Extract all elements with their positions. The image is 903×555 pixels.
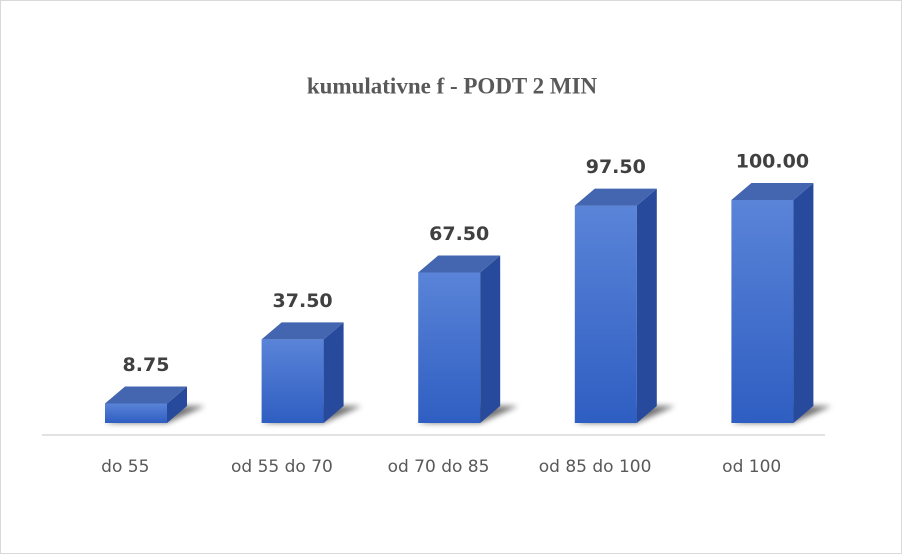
chart-title: kumulativne f - PODT 2 MIN	[307, 73, 598, 98]
bar-top	[261, 322, 344, 340]
x-tick-label: od 100	[722, 457, 781, 477]
bar-top	[574, 188, 657, 206]
value-label: 97.50	[586, 156, 646, 178]
bar-front	[418, 272, 481, 423]
bar-front	[261, 339, 324, 423]
bar-front	[574, 205, 637, 423]
bar-side	[323, 322, 344, 423]
x-tick-label: do 55	[101, 457, 149, 477]
bar-front	[105, 403, 167, 423]
bar-side	[480, 255, 501, 423]
value-label: 37.50	[273, 290, 333, 312]
bar-front	[731, 200, 794, 423]
value-label: 100.00	[736, 151, 809, 173]
value-label: 67.50	[429, 223, 489, 245]
bar-side	[793, 183, 814, 423]
bar-top	[731, 183, 814, 200]
x-tick-label: od 70 do 85	[388, 457, 490, 477]
bar-top	[105, 386, 187, 404]
x-tick-label: od 55 do 70	[231, 457, 333, 477]
value-label: 8.75	[123, 354, 170, 376]
bar-side	[167, 386, 187, 423]
x-tick-label: od 85 do 100	[539, 457, 652, 477]
bar-top	[418, 255, 501, 273]
bar-side	[636, 188, 657, 423]
